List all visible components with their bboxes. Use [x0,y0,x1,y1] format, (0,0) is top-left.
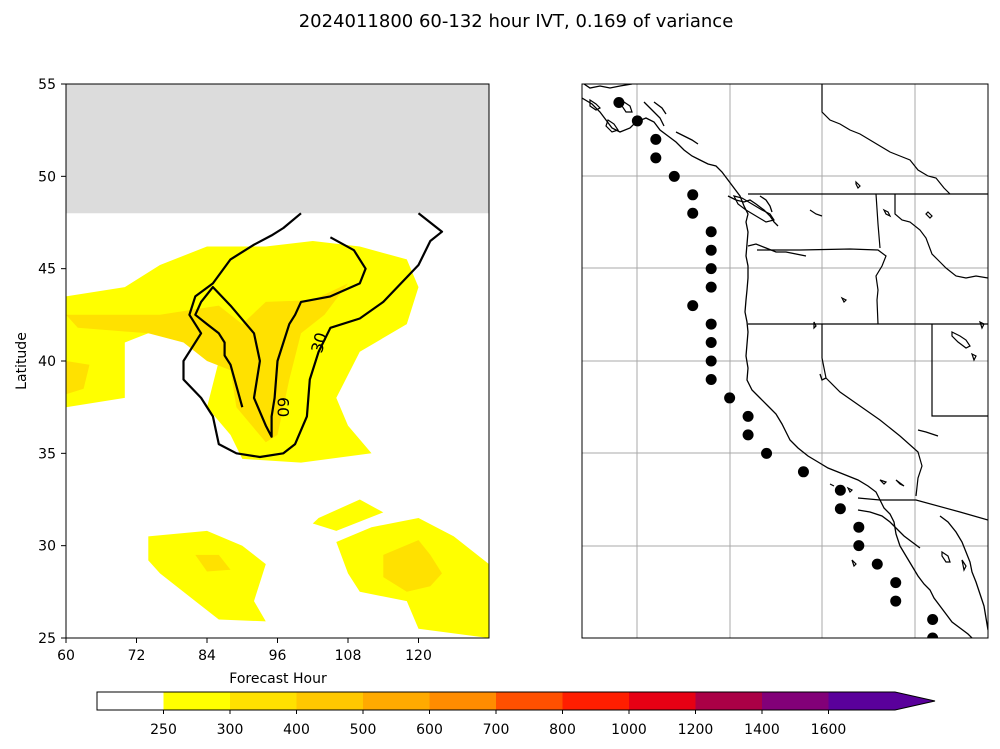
y-tick-label: 25 [38,631,56,647]
station-marker [705,263,717,275]
colorbar-tick-label: 1000 [611,722,647,738]
contour-label-60: 60 [273,397,292,417]
colorbar-segment [97,692,164,710]
ivt-fill-250-300-1 [312,499,384,531]
colorbar-segment [363,692,430,710]
colorbar-tick-label: 1400 [744,722,780,738]
colorbar-outline [96,691,936,711]
x-axis-label: Forecast Hour [229,671,327,687]
station-markers [613,96,939,638]
station-marker [668,170,680,182]
station-marker [705,244,717,256]
colorbar-segment [429,692,497,710]
colorbar-tick-label: 250 [150,722,177,738]
colorbar-tick-label: 1200 [678,722,714,738]
colorbar-segment [762,692,829,710]
station-marker [742,429,754,441]
y-tick-label: 55 [38,77,56,93]
station-marker [687,207,699,219]
station-marker [705,337,717,349]
borders [748,84,988,521]
colorbar: 250 300 400 500 600 700 800 1000 1200 1400 1600 [96,691,936,738]
figure-title: 2024011800 60-132 hour IVT, 0.169 of var… [299,11,734,32]
ivt-fill-300-400-3 [383,540,442,592]
station-marker [705,281,717,293]
station-marker [687,189,699,201]
colorbar-segment [562,692,630,710]
station-marker [650,133,662,145]
station-marker [871,558,883,570]
colorbar-tick-label: 600 [416,722,443,738]
contour-line-30 [182,212,444,459]
contour-labels: 30 60 [273,330,331,417]
ivt-fill-300-400-1 [66,361,90,395]
station-marker [705,373,717,385]
colorbar-tick-label: 700 [483,722,510,738]
colorbar-extend-arrow [828,692,935,710]
y-tick-label: 40 [38,354,56,370]
ivt-fill-300-400-0 [66,283,348,443]
station-marker [705,355,717,367]
station-marker [834,484,846,496]
station-marker [853,521,865,533]
station-marker [927,614,939,626]
colorbar-tick-label: 800 [549,722,576,738]
y-axis-ticks: 25 30 35 40 45 50 55 [38,77,66,647]
station-marker [742,410,754,422]
station-marker [890,577,902,589]
station-marker [797,466,809,478]
ivt-fill-250-300-2 [148,530,266,622]
y-tick-label: 45 [38,262,56,278]
x-tick-label: 60 [57,648,75,664]
x-tick-label: 72 [128,648,146,664]
x-tick-label: 120 [405,648,432,664]
station-marker [834,503,846,515]
station-marker [687,300,699,312]
map-panel [581,83,989,639]
colorbar-segment [629,692,696,710]
station-marker [631,115,643,127]
map-frame [581,83,989,639]
islands [589,98,985,572]
colorbar-tick-label: 500 [350,722,377,738]
colorbar-segment [296,692,364,710]
colorbar-tick-label: 1600 [811,722,847,738]
left-panel: 30 60 60 72 84 96 108 120 25 30 35 40 45 50 55 Forec… [14,77,490,687]
station-marker [890,595,902,607]
contour-lines [182,212,444,459]
coastline [582,84,988,638]
colorbar-segment [230,692,297,710]
station-marker [761,447,773,459]
x-tick-label: 96 [269,648,287,664]
station-marker [613,96,625,108]
ivt-fill-300-400-2 [195,554,231,572]
station-marker [650,152,662,164]
colorbar-tick-label: 300 [217,722,244,738]
station-marker [705,318,717,330]
colorbar-ticks: 250 300 400 500 600 700 800 1000 1200 1400 1600 [150,710,846,738]
x-axis-ticks: 60 72 84 96 108 120 [57,638,432,664]
station-marker [927,632,939,638]
y-axis-label: Latitude [14,332,30,390]
contour-line-60 [194,236,367,438]
y-tick-label: 30 [38,539,56,555]
contour-label-30: 30 [307,330,331,355]
y-tick-label: 35 [38,446,56,462]
no-data-region [66,84,489,214]
colorbar-segment [163,692,231,710]
colorbar-segments [96,691,936,711]
colorbar-tick-label: 400 [283,722,310,738]
station-marker [724,392,736,404]
colorbar-segment [496,692,563,710]
station-marker [705,226,717,238]
x-tick-label: 108 [335,648,362,664]
station-marker [853,540,865,552]
x-tick-label: 84 [198,648,216,664]
y-tick-label: 50 [38,169,56,185]
colorbar-segment [695,692,763,710]
